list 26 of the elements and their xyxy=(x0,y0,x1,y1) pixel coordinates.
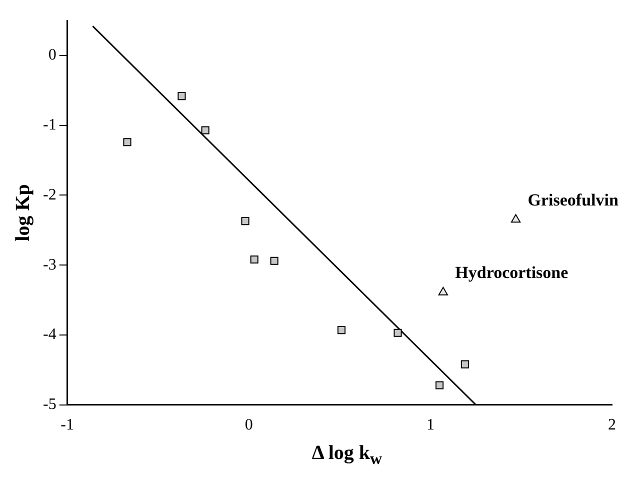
x-tick-label: 2 xyxy=(608,416,616,434)
annotation: Griseofulvin xyxy=(528,190,619,210)
x-tick-label: -1 xyxy=(60,416,74,434)
y-axis-title: log Kp xyxy=(12,184,34,242)
point xyxy=(250,255,258,264)
x-axis-title: Δ log k$_{w}$ xyxy=(310,442,384,469)
point xyxy=(123,138,132,146)
point xyxy=(435,381,444,390)
y-tick-label: -1 xyxy=(43,116,56,134)
y-tick-label: -3 xyxy=(43,256,56,274)
y-tick-label: 0 xyxy=(48,46,56,64)
y-tick-label: -5 xyxy=(43,396,56,414)
x-tick-label: 1 xyxy=(426,416,434,434)
point xyxy=(241,217,250,226)
point xyxy=(201,126,210,134)
point xyxy=(270,256,278,265)
point xyxy=(394,328,402,337)
x-tick-label: 0 xyxy=(244,416,253,434)
point xyxy=(178,92,186,100)
point xyxy=(510,214,521,223)
y-tick-label: -2 xyxy=(43,186,56,204)
y-tick-label: -4 xyxy=(43,326,56,344)
point xyxy=(460,360,469,368)
annotation: Hydrocortisone xyxy=(455,263,569,282)
point xyxy=(337,326,346,334)
point xyxy=(438,286,448,296)
